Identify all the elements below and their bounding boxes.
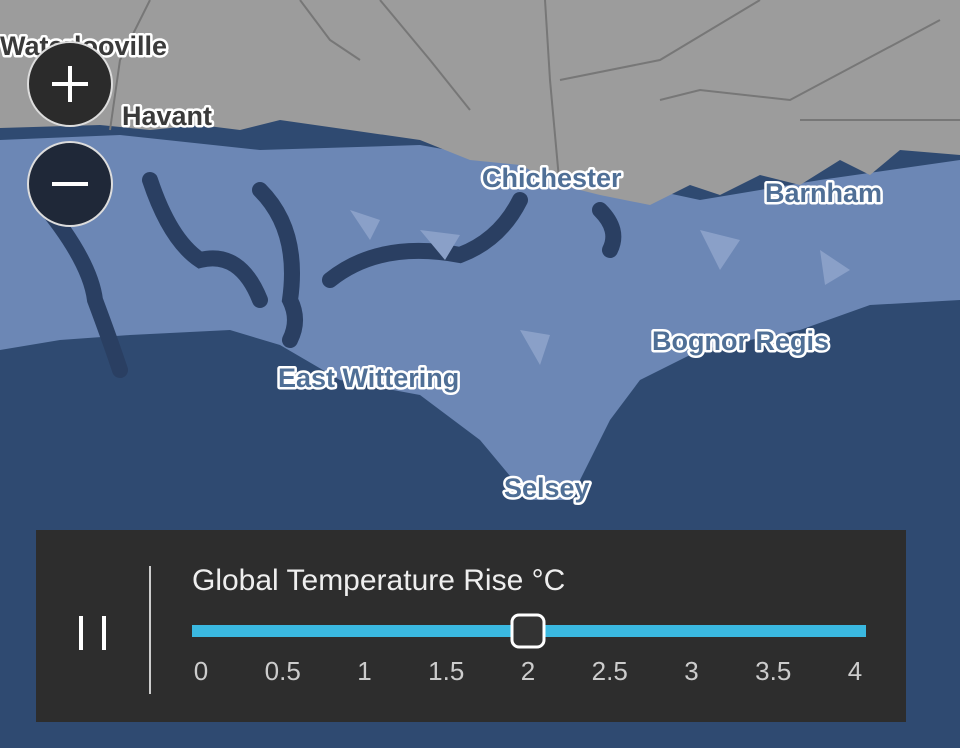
place-label: Barnham xyxy=(765,178,882,208)
place-label: Havant xyxy=(122,101,212,131)
place-label: East Wittering xyxy=(278,363,459,393)
flood-patches xyxy=(350,210,850,365)
slider-title: Global Temperature Rise °C xyxy=(192,564,565,597)
place-label: Selsey xyxy=(504,473,590,503)
place-label: Chichester xyxy=(482,163,622,193)
tick-label: 4 xyxy=(848,656,862,686)
flood-zone xyxy=(0,135,960,500)
tick-label: 1.5 xyxy=(428,656,464,686)
tick-label: 0.5 xyxy=(265,656,301,686)
roads xyxy=(109,0,960,191)
zoom-in-button[interactable] xyxy=(27,41,113,127)
tick-label: 0 xyxy=(194,656,208,686)
tick-label: 3 xyxy=(684,656,698,686)
harbour-channels xyxy=(32,172,622,378)
pause-button[interactable] xyxy=(60,600,120,666)
land xyxy=(0,0,960,205)
tick-label: 2.5 xyxy=(592,656,628,686)
slider-thumb[interactable] xyxy=(510,613,546,649)
tick-label: 1 xyxy=(357,656,371,686)
tick-label: 3.5 xyxy=(755,656,791,686)
zoom-out-button[interactable] xyxy=(27,141,113,227)
place-label: Bognor Regis xyxy=(652,326,829,356)
control-panel: Global Temperature Rise °C 0 0.5 1 1.5 2 2.5 3… xyxy=(36,530,906,722)
tick-label: 2 xyxy=(521,656,535,686)
